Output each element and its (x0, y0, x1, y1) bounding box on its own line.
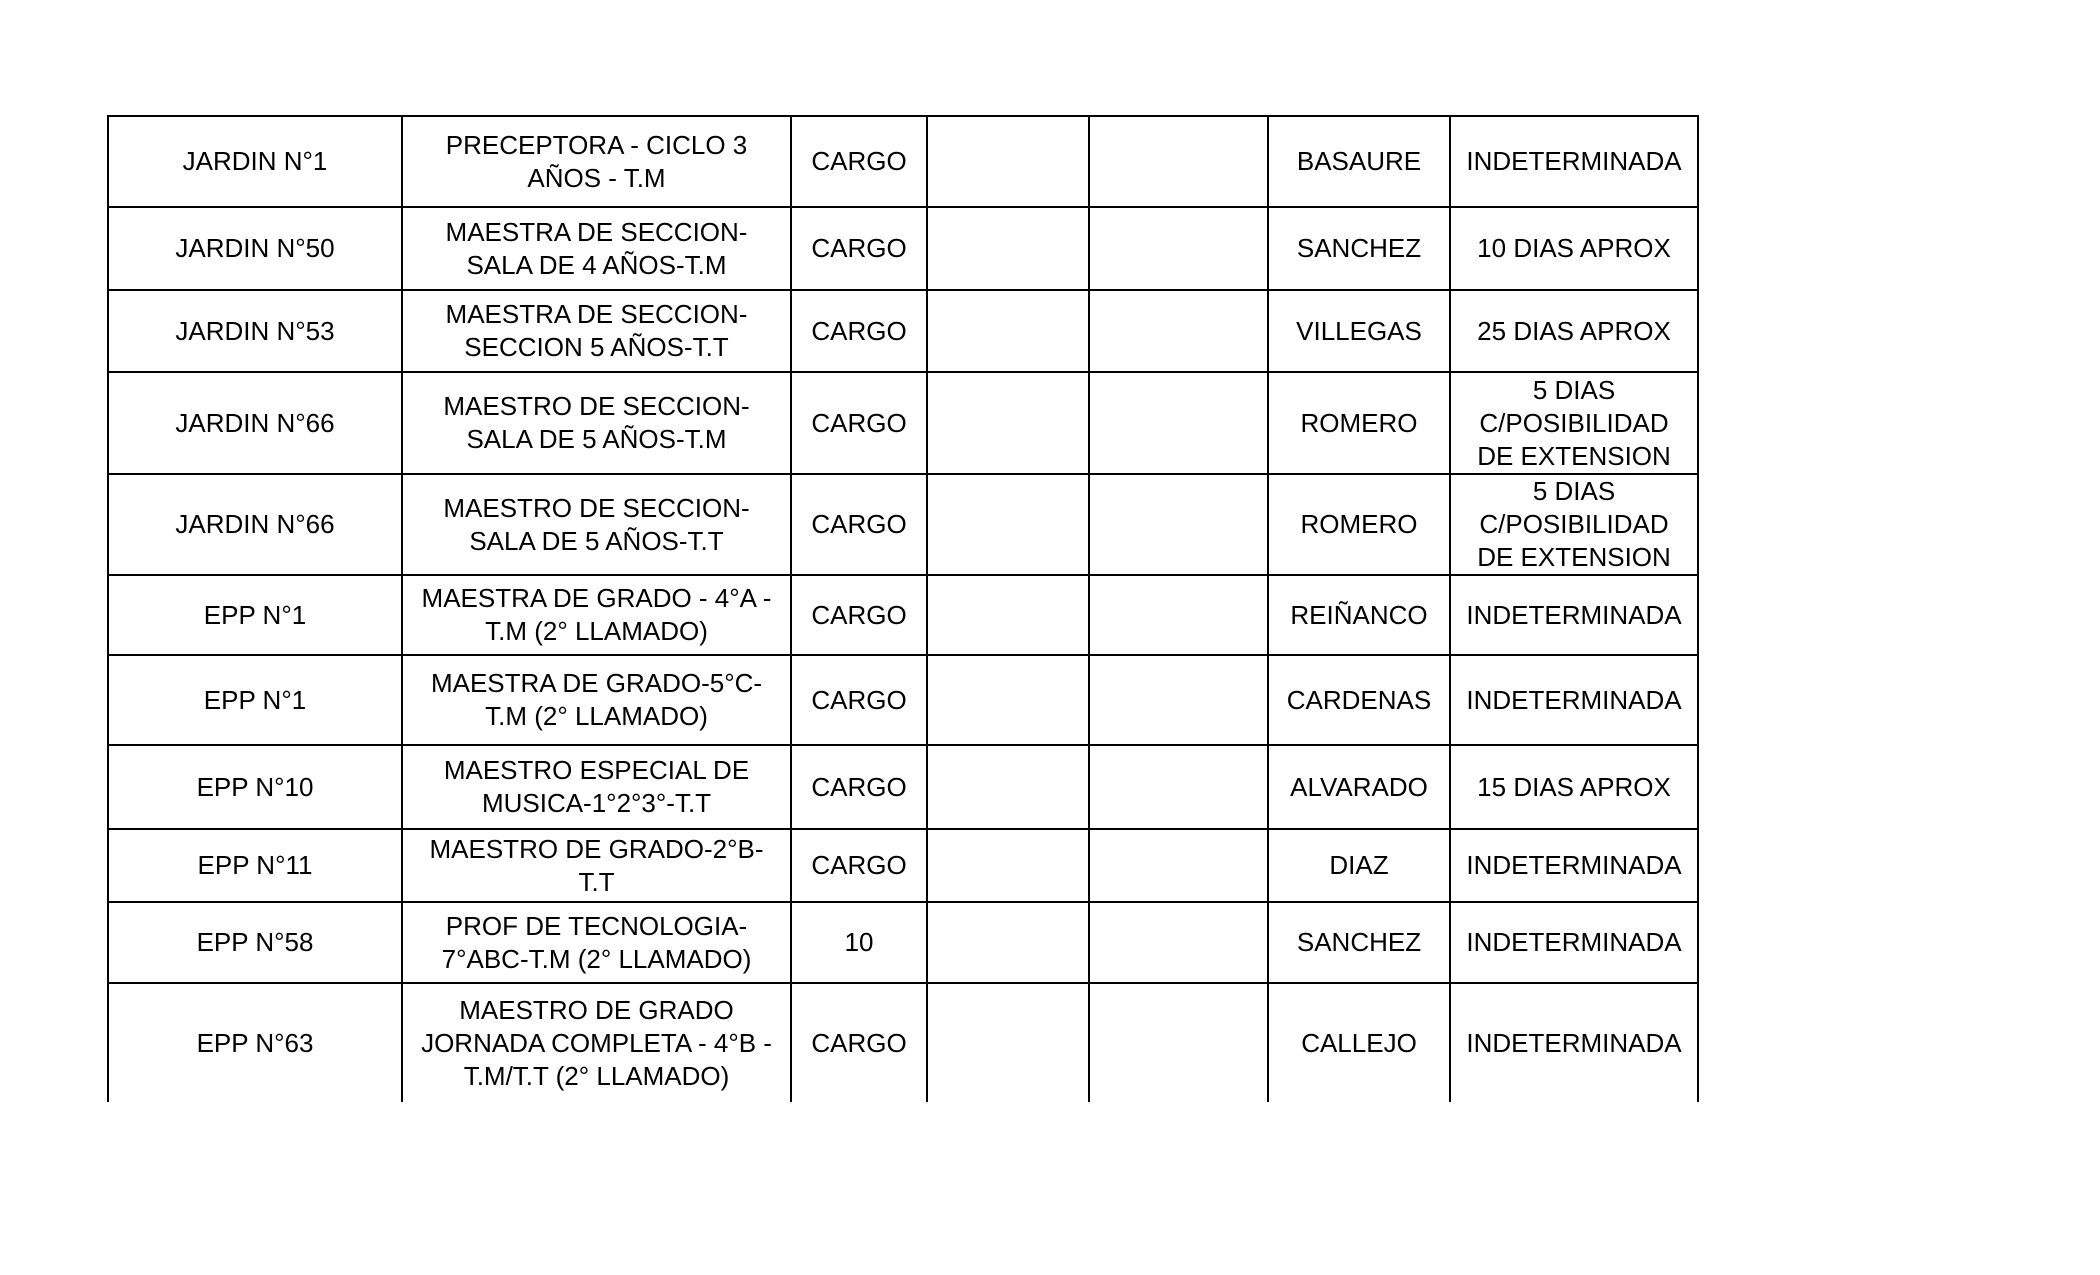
cell-surname: DIAZ (1267, 828, 1451, 903)
cell-blank-1 (926, 654, 1090, 746)
cell-duration: INDETERMINADA (1449, 654, 1699, 746)
cell-duration: INDETERMINADA (1449, 901, 1699, 984)
cell-school: JARDIN N°1 (107, 115, 403, 208)
cell-blank-2 (1088, 574, 1269, 656)
cell-position: PROF DE TECNOLOGIA- 7°ABC-T.M (2° LLAMAD… (401, 901, 792, 984)
cell-school: EPP N°1 (107, 574, 403, 656)
cell-surname: BASAURE (1267, 115, 1451, 208)
cell-blank-1 (926, 828, 1090, 903)
cell-school: JARDIN N°50 (107, 206, 403, 291)
cell-school: JARDIN N°66 (107, 371, 403, 475)
table-row: EPP N°1 MAESTRA DE GRADO-5°C- T.M (2° LLA… (107, 654, 1699, 746)
cell-blank-1 (926, 901, 1090, 984)
cell-surname: SANCHEZ (1267, 206, 1451, 291)
cell-blank-1 (926, 371, 1090, 475)
cell-type: CARGO (790, 982, 928, 1102)
cell-blank-1 (926, 744, 1090, 830)
cell-duration: 5 DIAS C/POSIBILIDAD DE EXTENSION (1449, 473, 1699, 576)
cell-duration: 10 DIAS APROX (1449, 206, 1699, 291)
vacancy-table: JARDIN N°1 PRECEPTORA - CICLO 3 AÑOS - T.… (107, 115, 1699, 1102)
cell-blank-1 (926, 574, 1090, 656)
cell-duration: 5 DIAS C/POSIBILIDAD DE EXTENSION (1449, 371, 1699, 475)
table-row: JARDIN N°1 PRECEPTORA - CICLO 3 AÑOS - T.… (107, 115, 1699, 208)
cell-school: EPP N°1 (107, 654, 403, 746)
cell-type: CARGO (790, 744, 928, 830)
table-row: EPP N°58 PROF DE TECNOLOGIA- 7°ABC-T.M (2… (107, 901, 1699, 984)
cell-surname: SANCHEZ (1267, 901, 1451, 984)
cell-surname: CARDENAS (1267, 654, 1451, 746)
cell-position: MAESTRO ESPECIAL DE MUSICA-1°2°3°-T.T (401, 744, 792, 830)
cell-type: CARGO (790, 828, 928, 903)
cell-school: EPP N°63 (107, 982, 403, 1102)
cell-blank-1 (926, 982, 1090, 1102)
cell-blank-2 (1088, 828, 1269, 903)
cell-blank-2 (1088, 289, 1269, 373)
cell-blank-1 (926, 115, 1090, 208)
cell-position: MAESTRO DE SECCION- SALA DE 5 AÑOS-T.M (401, 371, 792, 475)
cell-duration: 25 DIAS APROX (1449, 289, 1699, 373)
table-row: JARDIN N°66 MAESTRO DE SECCION- SALA DE 5… (107, 371, 1699, 475)
cell-position: MAESTRA DE SECCION- SALA DE 4 AÑOS-T.M (401, 206, 792, 291)
cell-surname: CALLEJO (1267, 982, 1451, 1102)
cell-type: CARGO (790, 206, 928, 291)
cell-blank-1 (926, 289, 1090, 373)
cell-duration: INDETERMINADA (1449, 115, 1699, 208)
cell-type: CARGO (790, 654, 928, 746)
cell-position: MAESTRA DE SECCION- SECCION 5 AÑOS-T.T (401, 289, 792, 373)
cell-school: JARDIN N°53 (107, 289, 403, 373)
cell-school: EPP N°10 (107, 744, 403, 830)
cell-position: MAESTRO DE GRADO-2°B- T.T (401, 828, 792, 903)
cell-blank-2 (1088, 473, 1269, 576)
cell-surname: ALVARADO (1267, 744, 1451, 830)
cell-surname: REIÑANCO (1267, 574, 1451, 656)
table-row: JARDIN N°66 MAESTRO DE SECCION- SALA DE 5… (107, 473, 1699, 576)
table-row: EPP N°1 MAESTRA DE GRADO - 4°A - T.M (2° … (107, 574, 1699, 656)
cell-school: JARDIN N°66 (107, 473, 403, 576)
cell-blank-2 (1088, 115, 1269, 208)
cell-type: CARGO (790, 473, 928, 576)
cell-duration: 15 DIAS APROX (1449, 744, 1699, 830)
cell-duration: INDETERMINADA (1449, 828, 1699, 903)
table-row: JARDIN N°50 MAESTRA DE SECCION- SALA DE 4… (107, 206, 1699, 291)
cell-blank-1 (926, 473, 1090, 576)
cell-type: CARGO (790, 115, 928, 208)
cell-blank-2 (1088, 654, 1269, 746)
cell-type: CARGO (790, 289, 928, 373)
cell-surname: VILLEGAS (1267, 289, 1451, 373)
cell-surname: ROMERO (1267, 371, 1451, 475)
cell-surname: ROMERO (1267, 473, 1451, 576)
table-row: EPP N°63 MAESTRO DE GRADO JORNADA COMPLET… (107, 982, 1699, 1102)
table-row: JARDIN N°53 MAESTRA DE SECCION- SECCION 5… (107, 289, 1699, 373)
cell-duration: INDETERMINADA (1449, 574, 1699, 656)
table-row: EPP N°11 MAESTRO DE GRADO-2°B- T.T CARGO DI… (107, 828, 1699, 903)
cell-position: MAESTRO DE GRADO JORNADA COMPLETA - 4°B … (401, 982, 792, 1102)
cell-blank-2 (1088, 371, 1269, 475)
cell-type: CARGO (790, 574, 928, 656)
cell-school: EPP N°58 (107, 901, 403, 984)
cell-duration: INDETERMINADA (1449, 982, 1699, 1102)
cell-position: MAESTRA DE GRADO-5°C- T.M (2° LLAMADO) (401, 654, 792, 746)
cell-position: MAESTRA DE GRADO - 4°A - T.M (2° LLAMADO… (401, 574, 792, 656)
cell-blank-2 (1088, 744, 1269, 830)
table-row: EPP N°10 MAESTRO ESPECIAL DE MUSICA-1°2°3… (107, 744, 1699, 830)
cell-type: CARGO (790, 371, 928, 475)
cell-blank-2 (1088, 901, 1269, 984)
cell-position: PRECEPTORA - CICLO 3 AÑOS - T.M (401, 115, 792, 208)
cell-blank-2 (1088, 206, 1269, 291)
cell-school: EPP N°11 (107, 828, 403, 903)
cell-blank-2 (1088, 982, 1269, 1102)
cell-position: MAESTRO DE SECCION- SALA DE 5 AÑOS-T.T (401, 473, 792, 576)
cell-blank-1 (926, 206, 1090, 291)
table-body: JARDIN N°1 PRECEPTORA - CICLO 3 AÑOS - T.… (107, 115, 1699, 1102)
cell-type: 10 (790, 901, 928, 984)
